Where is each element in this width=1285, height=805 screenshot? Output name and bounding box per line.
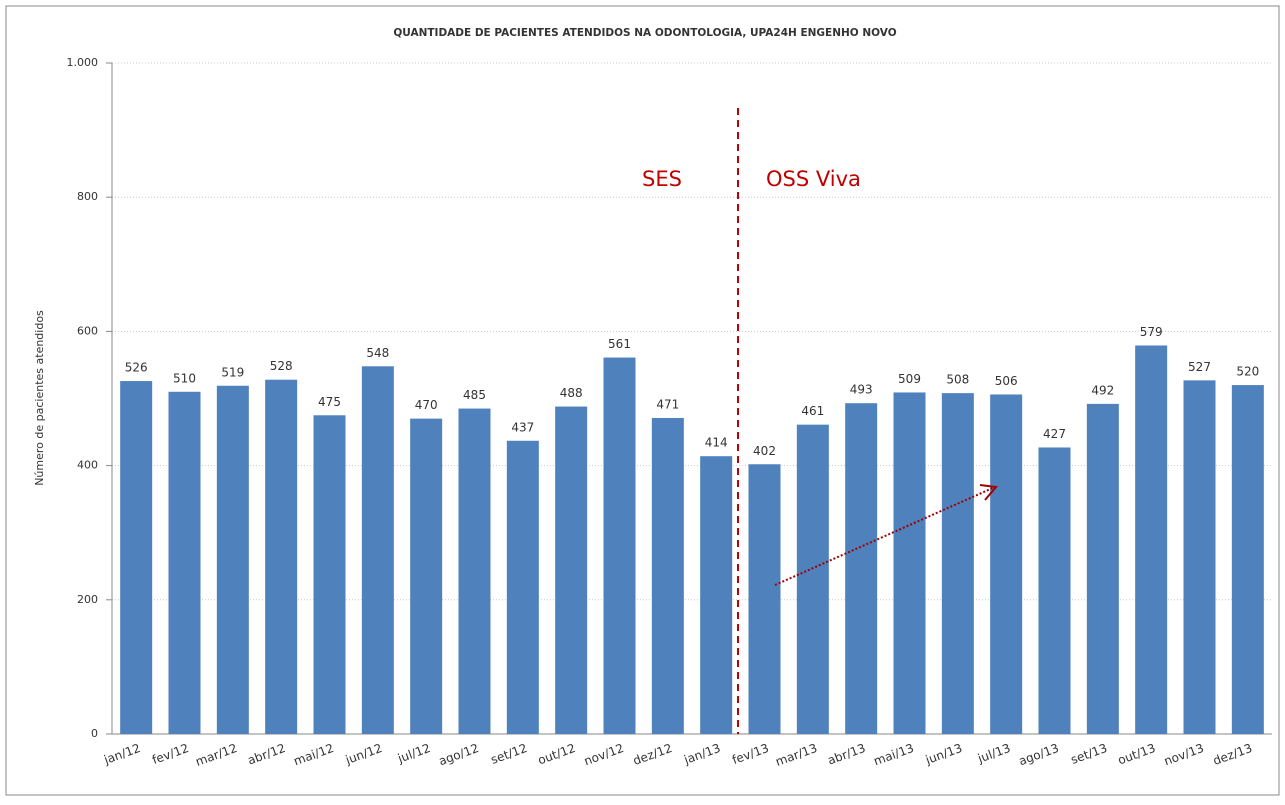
value-label: 526 [125, 361, 148, 375]
bar [700, 456, 733, 734]
bar [458, 408, 491, 734]
y-tick-label: 600 [77, 324, 98, 337]
value-label: 493 [850, 383, 873, 397]
value-label: 470 [415, 398, 438, 412]
arrow-head [979, 484, 998, 501]
bar [1086, 403, 1119, 734]
value-label: 492 [1091, 383, 1114, 397]
bar [1231, 385, 1264, 734]
bar [555, 406, 588, 734]
y-axis-label: Número de pacientes atendidos [33, 310, 46, 486]
value-label: 488 [560, 386, 583, 400]
bar [410, 418, 443, 734]
value-label: 437 [511, 420, 534, 434]
value-label: 427 [1043, 427, 1066, 441]
bar [845, 403, 878, 734]
value-label: 485 [463, 388, 486, 402]
bar [265, 379, 298, 734]
value-label: 519 [221, 365, 244, 379]
value-label: 402 [753, 444, 776, 458]
bar [313, 415, 346, 734]
value-label: 548 [366, 346, 389, 360]
y-tick-label: 200 [77, 593, 98, 606]
bar [893, 392, 926, 734]
value-label: 506 [995, 374, 1018, 388]
trend-arrow [774, 486, 996, 586]
value-label: 561 [608, 337, 631, 351]
bar [506, 440, 539, 734]
bar [990, 394, 1023, 734]
value-label: 510 [173, 371, 196, 385]
annotation: OSS Viva [766, 167, 861, 191]
chart-title: QUANTIDADE DE PACIENTES ATENDIDOS NA ODO… [393, 27, 896, 39]
bar [796, 424, 829, 734]
value-label: 508 [946, 373, 969, 387]
bar [1038, 447, 1071, 734]
bar [941, 393, 974, 734]
y-tick-label: 0 [91, 727, 98, 740]
value-label: 414 [705, 436, 728, 450]
value-label: 520 [1236, 365, 1259, 379]
bar [603, 357, 636, 734]
bar [748, 464, 781, 734]
bar [168, 391, 201, 734]
y-tick-label: 1.000 [67, 56, 99, 69]
annotation: SES [642, 167, 682, 191]
value-label: 471 [656, 397, 679, 411]
bar [361, 366, 394, 734]
y-tick-label: 400 [77, 459, 98, 472]
bar [1183, 380, 1216, 734]
y-tick-label: 800 [77, 190, 98, 203]
bar [651, 417, 684, 734]
value-label: 528 [270, 359, 293, 373]
value-label: 475 [318, 395, 341, 409]
value-label: 527 [1188, 360, 1211, 374]
bar [120, 381, 153, 734]
bar [1135, 345, 1168, 734]
bar [216, 385, 249, 734]
value-label: 579 [1140, 325, 1163, 339]
value-label: 509 [898, 372, 921, 386]
value-label: 461 [801, 404, 824, 418]
